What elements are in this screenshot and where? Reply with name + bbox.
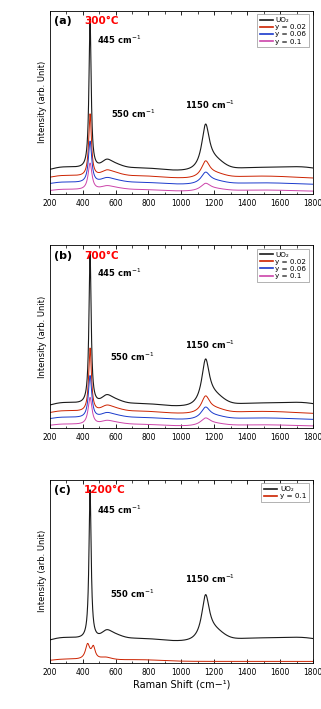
Legend: UO₂, y = 0.02, y = 0.06, y = 0.1: UO₂, y = 0.02, y = 0.06, y = 0.1 xyxy=(257,249,309,282)
Legend: UO₂, y = 0.1: UO₂, y = 0.1 xyxy=(261,484,309,502)
Text: 550 cm$^{-1}$: 550 cm$^{-1}$ xyxy=(110,350,154,363)
Text: (c): (c) xyxy=(55,485,71,495)
Text: 550 cm$^{-1}$: 550 cm$^{-1}$ xyxy=(111,108,155,121)
Text: 1150 cm$^{-1}$: 1150 cm$^{-1}$ xyxy=(185,572,235,585)
Text: 445 cm$^{-1}$: 445 cm$^{-1}$ xyxy=(98,33,142,45)
Legend: UO₂, y = 0.02, y = 0.06, y = 0.1: UO₂, y = 0.02, y = 0.06, y = 0.1 xyxy=(257,14,309,48)
Text: (a): (a) xyxy=(55,16,72,26)
X-axis label: Raman Shift (cm−¹): Raman Shift (cm−¹) xyxy=(133,679,230,690)
Text: 1200°C: 1200°C xyxy=(84,485,126,495)
Text: (b): (b) xyxy=(55,251,73,261)
Text: 700°C: 700°C xyxy=(84,251,118,261)
Text: 445 cm$^{-1}$: 445 cm$^{-1}$ xyxy=(98,503,142,516)
Text: 550 cm$^{-1}$: 550 cm$^{-1}$ xyxy=(110,588,154,600)
Text: 300°C: 300°C xyxy=(84,16,118,26)
Text: 445 cm$^{-1}$: 445 cm$^{-1}$ xyxy=(98,267,142,279)
Y-axis label: Intensity (arb. Unit): Intensity (arb. Unit) xyxy=(38,61,47,143)
Y-axis label: Intensity (arb. Unit): Intensity (arb. Unit) xyxy=(38,530,47,613)
Y-axis label: Intensity (arb. Unit): Intensity (arb. Unit) xyxy=(38,296,47,378)
Text: 1150 cm$^{-1}$: 1150 cm$^{-1}$ xyxy=(185,99,235,111)
Text: 1150 cm$^{-1}$: 1150 cm$^{-1}$ xyxy=(185,338,235,350)
